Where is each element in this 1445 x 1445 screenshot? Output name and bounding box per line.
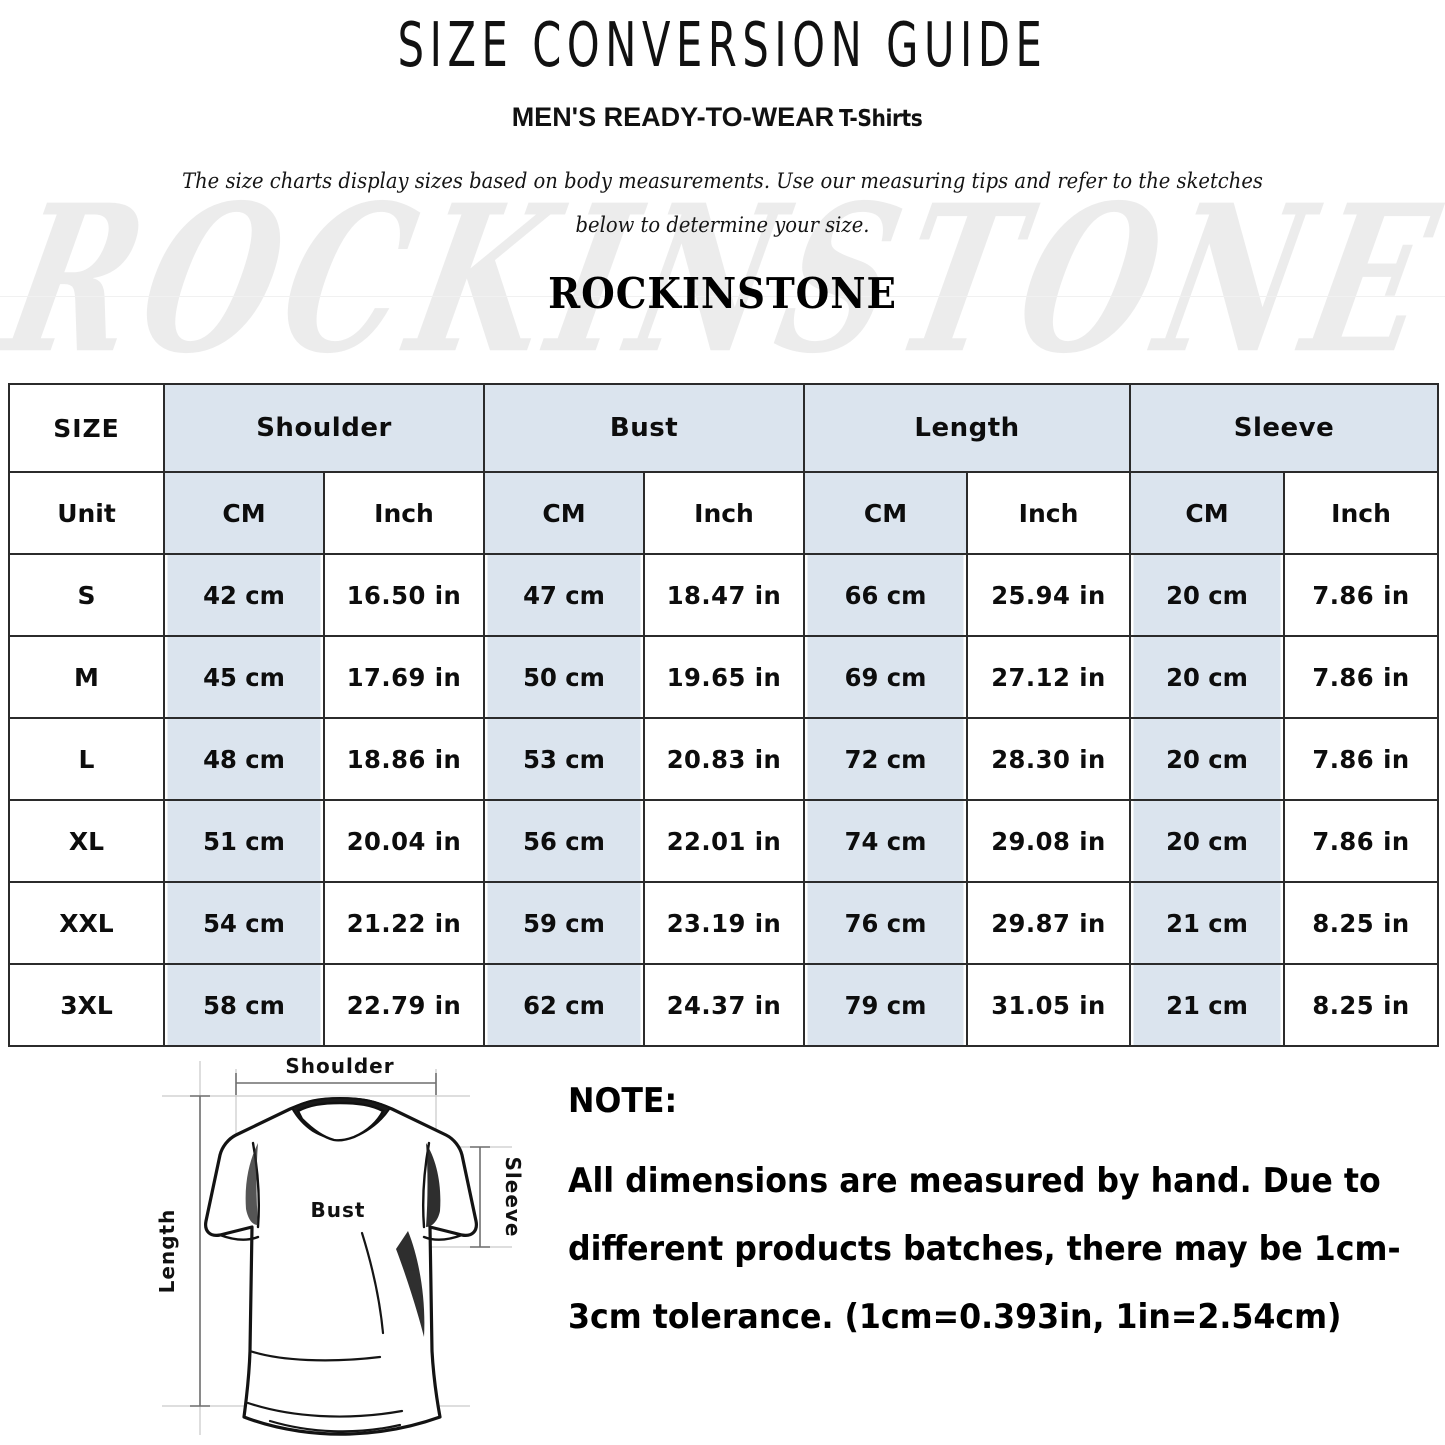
cell-unit-inch: Inch [323,471,485,555]
table-body: Unit CM Inch CM Inch CM Inch CM Inch S 42 cm 16.50 … [8,471,1440,1047]
cell-value: 19.65 in [645,635,803,719]
table-row: 3XL 58 cm 22.79 in 62 cm 24.37 in 79 cm 31.05 … [8,963,1438,1047]
page-subtitle: MEN'S READY-TO-WEAR T-Shirts [0,102,1445,133]
cell-value: 69 cm [805,635,966,719]
header-size: SIZE [8,383,165,473]
cell-value: 76 cm [805,881,966,965]
subtitle-product: T-Shirts [838,106,923,132]
cell-value: 20 cm [1131,635,1283,719]
cell-value: 56 cm [485,799,643,883]
watermark-rule [0,296,1445,297]
cell-unit-inch: Inch [966,471,1132,555]
cell-unit-inch: Inch [642,471,806,555]
cell-size-xl: XL [8,799,165,883]
cell-value: 66 cm [805,553,966,637]
cell-value: 31.05 in [968,963,1129,1047]
size-conversion-table: SIZE Shoulder Bust Length Sleeve Unit CM I… [8,383,1440,1047]
cell-value: 7.86 in [1285,553,1437,637]
header-group-shoulder: Shoulder [163,383,485,473]
cell-value: 54 cm [165,881,323,965]
header-group-sleeve: Sleeve [1129,383,1440,473]
cell-value: 58 cm [165,963,323,1047]
cell-value: 23.19 in [645,881,803,965]
cell-value: 20 cm [1131,799,1283,883]
cell-size-xxl: XXL [8,881,165,965]
note-title: NOTE: [568,1081,678,1121]
cell-value: 59 cm [485,881,643,965]
sketch-label-bust: Bust [311,1198,366,1222]
cell-value: 7.86 in [1285,799,1437,883]
table-unit-row: Unit CM Inch CM Inch CM Inch CM Inch [8,471,1440,555]
cell-value: 50 cm [485,635,643,719]
cell-unit-cm: CM [483,471,645,555]
description-line-1: The size charts display sizes based on b… [182,169,1263,193]
cell-value: 16.50 in [325,553,483,637]
cell-size-3xl: 3XL [8,963,165,1047]
cell-value: 20 cm [1131,717,1283,801]
description: The size charts display sizes based on b… [51,159,1395,247]
cell-value: 7.86 in [1285,635,1437,719]
cell-value: 27.12 in [968,635,1129,719]
table-row: S 42 cm 16.50 in 47 cm 18.47 in 66 cm 25.94 in… [8,553,1438,637]
sketch-label-length: Length [155,1209,179,1294]
cell-value: 48 cm [165,717,323,801]
cell-value: 24.37 in [645,963,803,1047]
cell-value: 29.87 in [968,881,1129,965]
cell-value: 47 cm [485,553,643,637]
cell-value: 20.04 in [325,799,483,883]
cell-size-m: M [8,635,165,719]
cell-value: 72 cm [805,717,966,801]
cell-value: 51 cm [165,799,323,883]
cell-value: 8.25 in [1285,963,1437,1047]
page-title: SIZE CONVERSION GUIDE [397,10,1048,82]
header-group-bust: Bust [482,383,806,473]
cell-size-s: S [8,553,165,637]
cell-value: 29.08 in [968,799,1129,883]
cell-value: 8.25 in [1285,881,1437,965]
size-table-wrap: SIZE Shoulder Bust Length Sleeve Unit CM I… [8,383,1440,1047]
cell-value: 74 cm [805,799,966,883]
subtitle-category: MEN'S READY-TO-WEAR [511,102,835,132]
bottom-section: Shoulder Bust Sleeve Length NOTE: All di… [0,1043,1445,1445]
cell-value: 18.47 in [645,553,803,637]
cell-value: 21 cm [1131,963,1283,1047]
cell-value: 20 cm [1131,553,1283,637]
brand-name: ROCKINSTONE [548,269,897,318]
table-row: XXL 54 cm 21.22 in 59 cm 23.19 in 76 cm 29.87 … [8,881,1438,965]
cell-value: 22.01 in [645,799,803,883]
note-body: All dimensions are measured by hand. Due… [568,1161,1401,1337]
cell-value: 42 cm [165,553,323,637]
note-block: NOTE: All dimensions are measured by han… [568,1081,1428,1351]
cell-unit-inch: Inch [1283,471,1440,555]
cell-value: 18.86 in [325,717,483,801]
table-row: L 48 cm 18.86 in 53 cm 20.83 in 72 cm 28.30 in… [8,717,1438,801]
sketch-label-shoulder: Shoulder [285,1054,394,1078]
cell-value: 17.69 in [325,635,483,719]
table-row: XL 51 cm 20.04 in 56 cm 22.01 in 74 cm 29.08 i… [8,799,1438,883]
table-group-header-row: SIZE Shoulder Bust Length Sleeve [8,383,1440,473]
cell-value: 22.79 in [325,963,483,1047]
cell-value: 21.22 in [325,881,483,965]
cell-size-l: L [8,717,165,801]
cell-value: 62 cm [485,963,643,1047]
cell-value: 79 cm [805,963,966,1047]
tshirt-measurement-diagram: Shoulder Bust Sleeve Length [140,1051,540,1445]
cell-value: 20.83 in [645,717,803,801]
cell-value: 45 cm [165,635,323,719]
header: SIZE CONVERSION GUIDE MEN'S READY-TO-WEA… [0,11,1445,318]
cell-value: 21 cm [1131,881,1283,965]
sketch-label-sleeve: Sleeve [501,1157,525,1238]
cell-value: 53 cm [485,717,643,801]
cell-value: 7.86 in [1285,717,1437,801]
cell-unit-cm: CM [803,471,969,555]
cell-unit-cm: CM [163,471,325,555]
cell-unit-cm: CM [1129,471,1286,555]
header-group-length: Length [803,383,1132,473]
cell-value: 25.94 in [968,553,1129,637]
description-line-2: below to determine your size. [575,213,870,237]
cell-value: 28.30 in [968,717,1129,801]
cell-unit-label: Unit [8,471,165,555]
table-row: M 45 cm 17.69 in 50 cm 19.65 in 69 cm 27.12 in… [8,635,1438,719]
